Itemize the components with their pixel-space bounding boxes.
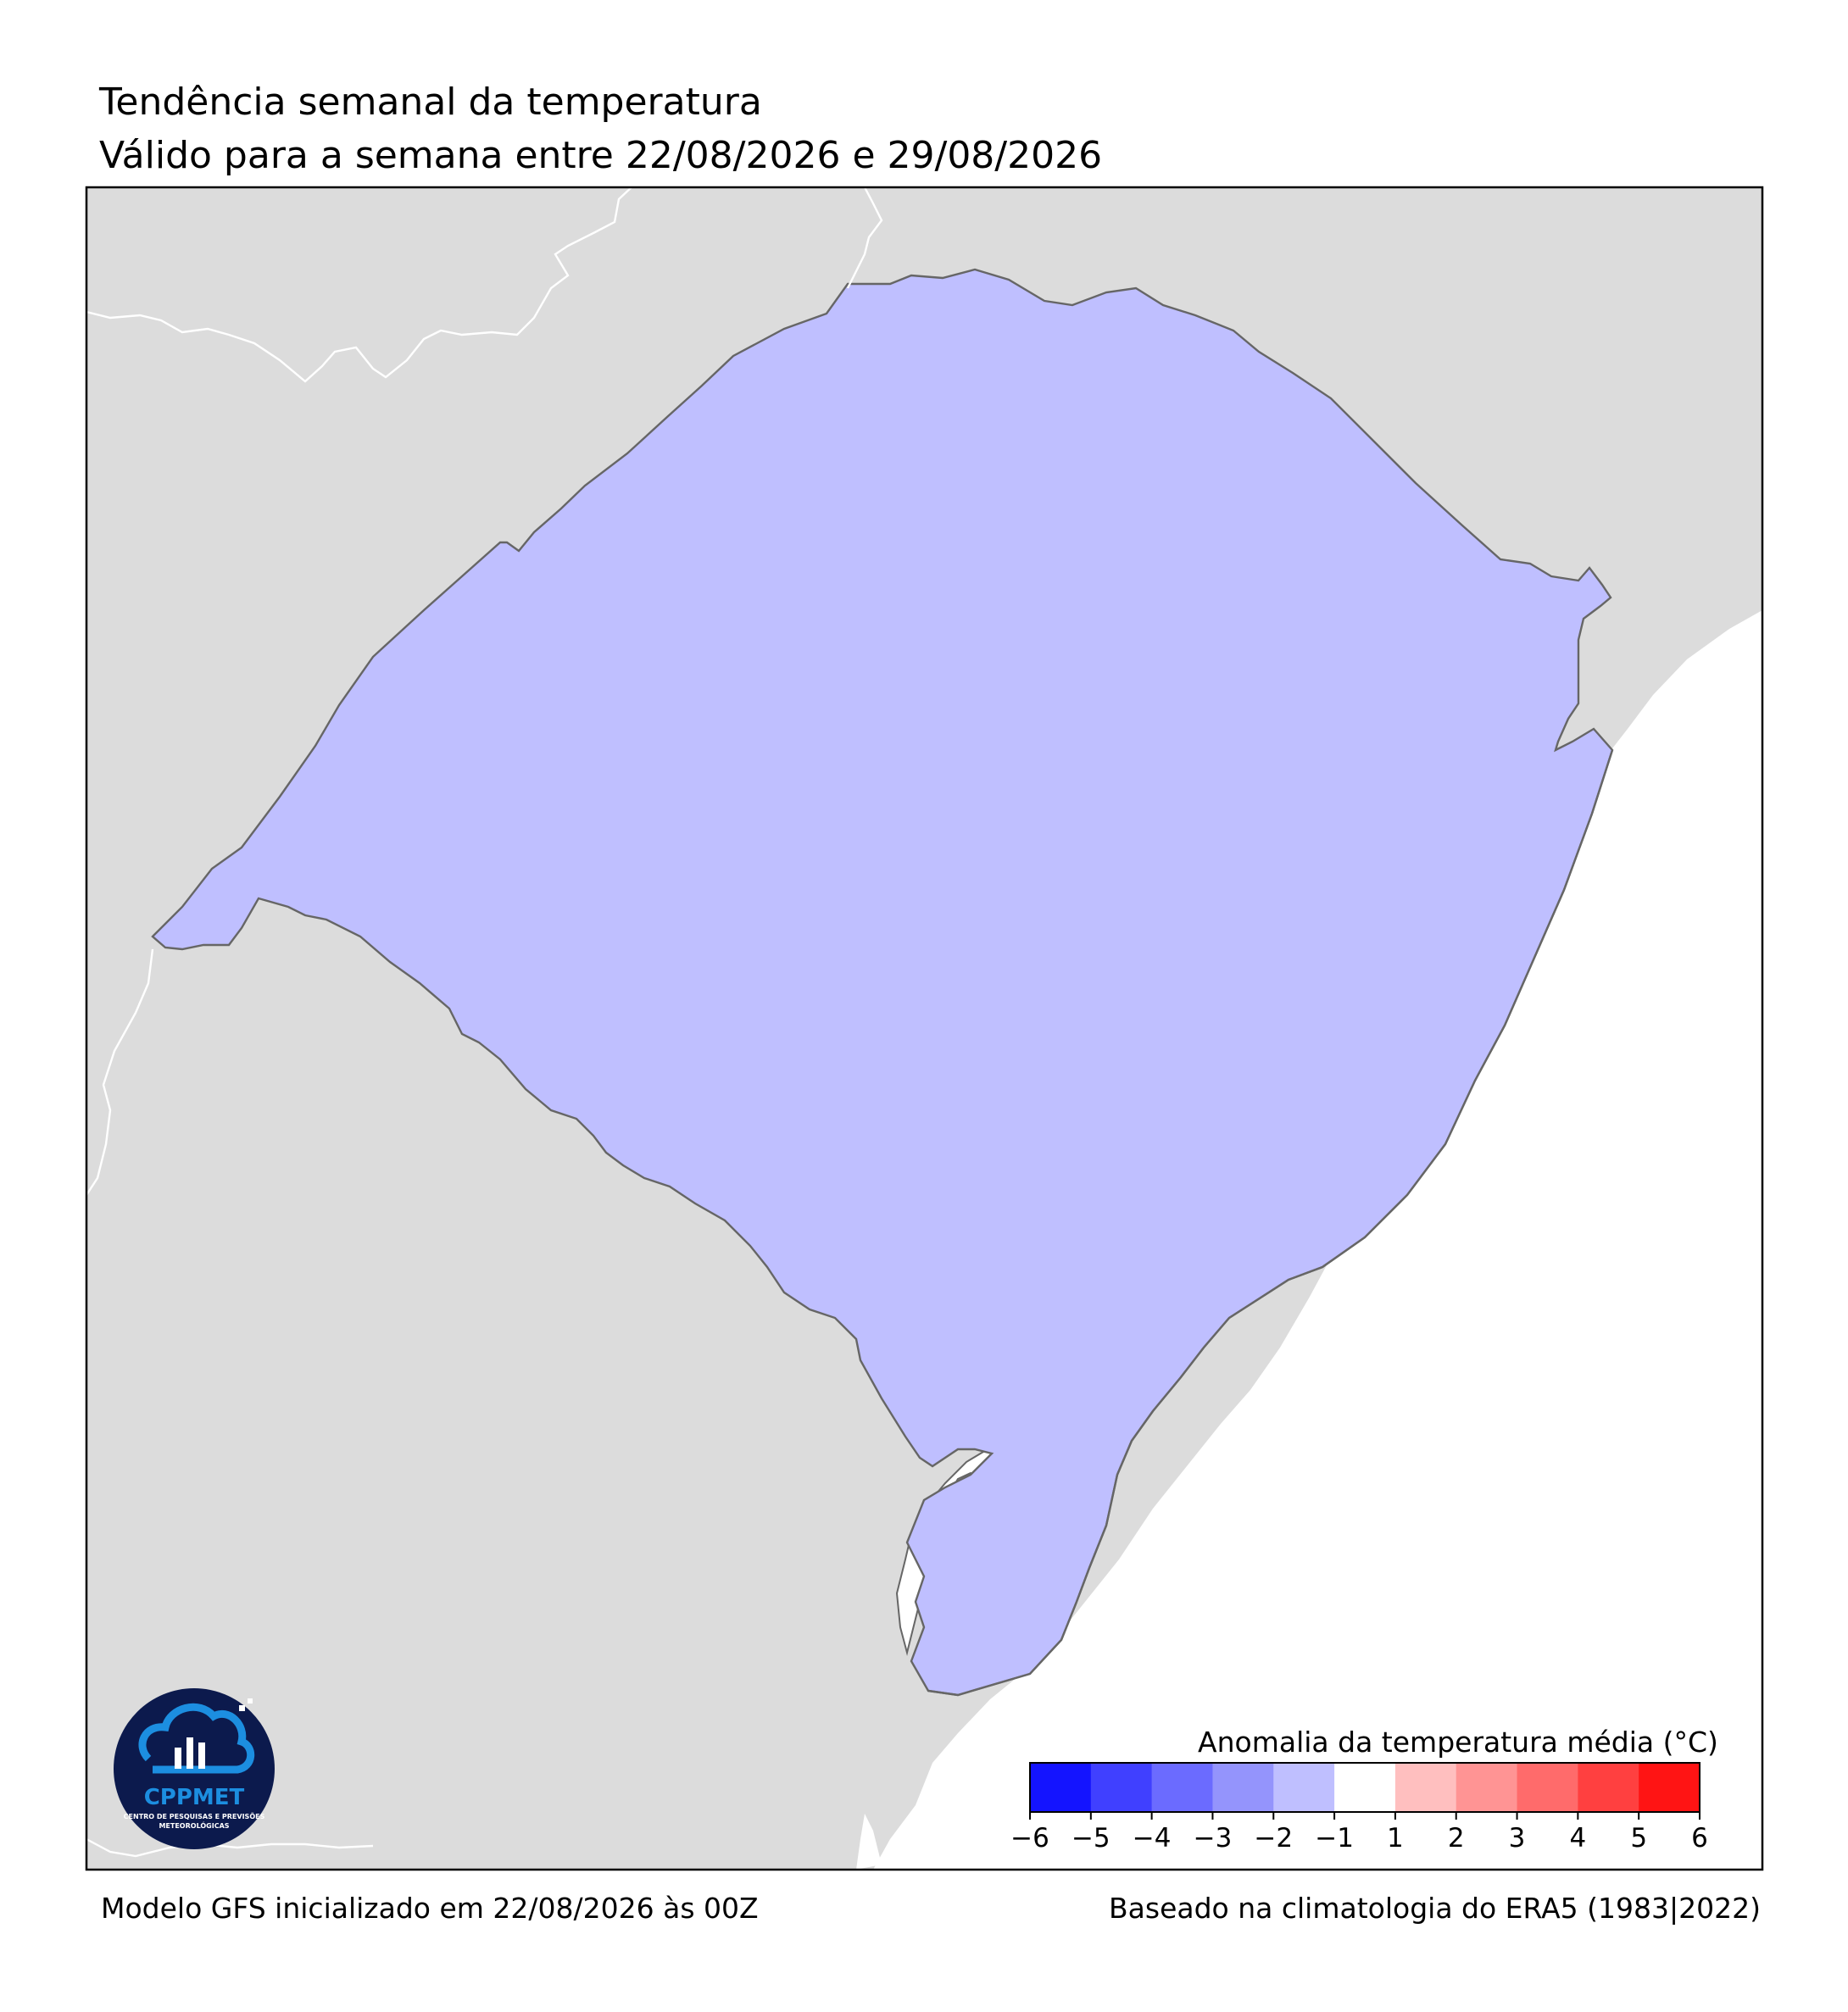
- colorbar-bin: [1517, 1763, 1578, 1812]
- map-subtitle: Válido para a semana entre 22/08/2026 e …: [99, 134, 1103, 177]
- colorbar-tick-label: −2: [1254, 1823, 1293, 1854]
- footer-climatology-info: Baseado na climatologia do ERA5 (1983|20…: [1109, 1892, 1761, 1925]
- map-frame: [85, 186, 1764, 1871]
- colorbar-bin: [1151, 1763, 1213, 1812]
- colorbar-tick-label: −3: [1194, 1823, 1233, 1854]
- footer-model-info: Modelo GFS inicializado em 22/08/2026 às…: [101, 1892, 759, 1925]
- logo-bar: [198, 1742, 205, 1769]
- colorbar-tick-label: −1: [1315, 1823, 1354, 1854]
- uruguay-lagoon: [856, 1814, 882, 1870]
- colorbar-ticks: −6 −5 −4 −3 −2 −1 1 2 3 4 5 6: [1010, 1812, 1708, 1854]
- cloud-chart-icon: [138, 1703, 255, 1774]
- colorbar-title: Anomalia da temperatura média (°C): [1198, 1726, 1718, 1759]
- colorbar-tick-label: −5: [1072, 1823, 1110, 1854]
- logo-tagline-1: CENTRO DE PESQUISAS E PREVISÕES: [124, 1811, 265, 1820]
- colorbar-bin: [1456, 1763, 1518, 1812]
- international-borders: [86, 187, 883, 1858]
- colorbar-outline: [1029, 1762, 1700, 1813]
- colorbar-tick-label: 4: [1569, 1823, 1586, 1854]
- colorbar-tick-label: 5: [1630, 1823, 1647, 1854]
- colorbar-tick-label: 3: [1509, 1823, 1526, 1854]
- logo-dot: [239, 1705, 245, 1711]
- logo-bar: [175, 1748, 181, 1769]
- map-area: [86, 187, 1762, 1870]
- logo-tagline-2: METEOROLÓGICAS: [159, 1820, 229, 1830]
- colorbar-bin: [1639, 1763, 1700, 1812]
- cppmet-logo: CPPMET CENTRO DE PESQUISAS E PREVISÕES M…: [114, 1688, 275, 1849]
- colorbar-bin: [1273, 1763, 1335, 1812]
- colorbar-tick-label: 1: [1387, 1823, 1404, 1854]
- colorbar-bin: [1334, 1763, 1396, 1812]
- colorbar-bin: [1394, 1763, 1457, 1812]
- colorbar: Anomalia da temperatura média (°C) −6 −5−…: [1010, 1714, 1718, 1854]
- colorbar-bin: [1578, 1763, 1639, 1812]
- colorbar-bin: [1090, 1763, 1153, 1812]
- colorbar-tick-label: 6: [1691, 1823, 1708, 1854]
- colorbar-bin: [1030, 1763, 1092, 1812]
- colorbar-bins: [1030, 1763, 1700, 1812]
- colorbar-tick-label: −6: [1010, 1823, 1049, 1854]
- logo-name: CPPMET: [144, 1785, 245, 1810]
- logo-dot: [248, 1698, 253, 1704]
- map-title: Tendência semanal da temperatura: [99, 81, 762, 124]
- colorbar-bin: [1212, 1763, 1274, 1812]
- logo-bar: [186, 1737, 193, 1769]
- colorbar-tick-label: 2: [1448, 1823, 1465, 1854]
- colorbar-tick-label: −4: [1133, 1823, 1172, 1854]
- rs-coastline: [927, 749, 1614, 1697]
